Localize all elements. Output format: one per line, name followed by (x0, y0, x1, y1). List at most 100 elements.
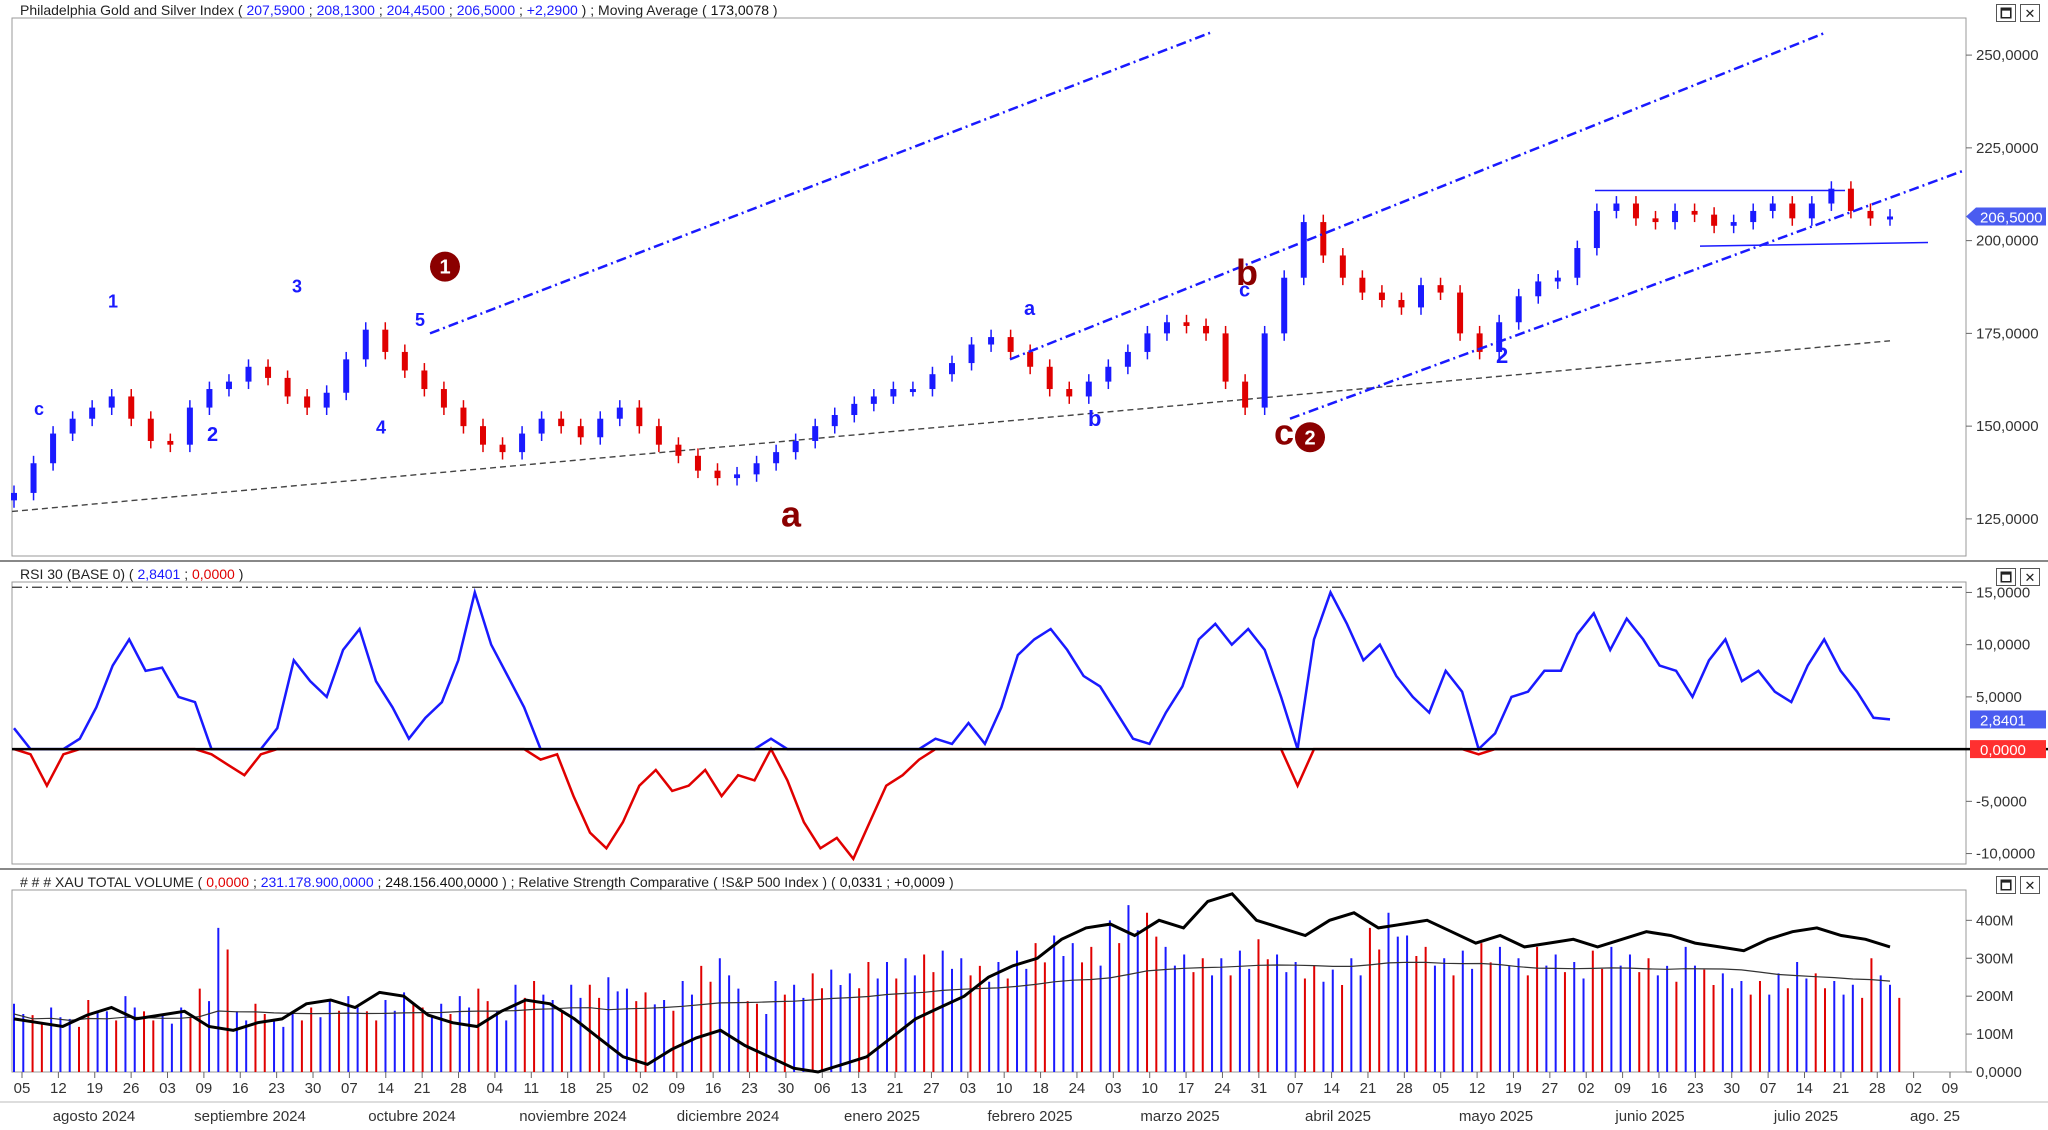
candle-body (1359, 277, 1366, 293)
volume-chart[interactable]: 400M 300M 200M 100M 0,0000 05 12 19 26 03 09 16 23 30… (0, 872, 2048, 1130)
candle-body (1378, 292, 1385, 300)
wave-label-blue: 2 (207, 424, 218, 446)
candle-body (1828, 188, 1835, 204)
x-tick-label: 30 (305, 1080, 322, 1097)
wave-circle-label: 1 (439, 257, 450, 279)
candle-body (480, 426, 486, 445)
rsi-base-value: 0,0000 (192, 566, 235, 582)
x-tick-label: 07 (1760, 1080, 1777, 1097)
x-tick-label: 27 (1542, 1080, 1559, 1097)
x-tick-label: 09 (196, 1080, 213, 1097)
candle-body (988, 337, 995, 345)
candle-body (812, 426, 819, 441)
x-tick-label: 11 (523, 1080, 539, 1097)
x-tick-label: 28 (450, 1080, 467, 1097)
rsi-value-tag (1970, 710, 2046, 729)
x-tick-label: 04 (487, 1080, 504, 1097)
candle-body (147, 418, 154, 441)
x-tick-label: 16 (705, 1080, 722, 1097)
month-label: junio 2025 (1614, 1108, 1684, 1125)
candle-body (1105, 366, 1112, 382)
candle-body (265, 366, 272, 378)
month-label: ago. 25 (1910, 1108, 1960, 1125)
candle-body (1183, 322, 1190, 326)
candle-body (167, 440, 174, 445)
candle-body (851, 403, 858, 416)
y-tick-label: 400M (1976, 912, 2014, 929)
candle-body (655, 426, 662, 445)
price-panel-header: Philadelphia Gold and Silver Index ( 207… (20, 2, 778, 18)
low-value: 204,4500 (386, 2, 446, 18)
y-tick-label: 0,0000 (1976, 1064, 2022, 1081)
candle-body (1476, 333, 1483, 352)
x-tick-label: 12 (1469, 1080, 1486, 1097)
x-tick-label: 03 (959, 1080, 976, 1097)
candle-body (1847, 188, 1854, 211)
month-label: febrero 2025 (987, 1108, 1072, 1125)
candle-body (108, 396, 115, 408)
candle-body (675, 444, 682, 456)
candle-body (1769, 203, 1776, 211)
x-tick-label: 10 (1141, 1080, 1158, 1097)
candle-body (1691, 210, 1698, 215)
index-title: Philadelphia Gold and Silver Index (20, 2, 235, 18)
x-tick-label: 10 (996, 1080, 1013, 1097)
month-label: noviembre 2024 (519, 1108, 627, 1125)
wave-label-blue: 3 (292, 277, 302, 297)
month-label: marzo 2025 (1140, 1108, 1219, 1125)
wave-label-blue: 2 (1496, 343, 1508, 368)
range-bottom-line (1699, 241, 1929, 247)
candle-body (909, 389, 916, 393)
wave-label-blue: c (34, 399, 44, 419)
volume-v2: 231.178.900,0000 (260, 874, 374, 890)
change-value: +2,2900 (526, 2, 578, 18)
maximize-button[interactable]: 🗖 (1996, 568, 2016, 586)
candle-body (1437, 285, 1444, 293)
maximize-button[interactable]: 🗖 (1996, 876, 2016, 894)
candle-body (694, 455, 701, 471)
maximize-button[interactable]: 🗖 (1996, 4, 2016, 22)
close-button[interactable]: ✕ (2020, 4, 2040, 22)
rsi-panel: RSI 30 (BASE 0) ( 2,8401 ; 0,0000 ) 🗖 ✕ … (0, 564, 2048, 870)
wave-circle (430, 251, 460, 282)
candle-body (1046, 366, 1053, 390)
candle-body (30, 463, 37, 493)
month-label: octubre 2024 (368, 1108, 456, 1125)
volume-v1: 0,0000 (206, 874, 250, 890)
close-button[interactable]: ✕ (2020, 876, 2040, 894)
price-chart[interactable]: 250,0000 225,0000 200,0000 175,0000 150,0000… (0, 0, 2048, 562)
rsi-base-tag-label: 0,0000 (1980, 742, 2026, 759)
x-tick-label: 19 (1505, 1080, 1522, 1097)
x-tick-label: 18 (1032, 1080, 1049, 1097)
candle-body (1300, 222, 1307, 278)
x-tick-label: 05 (1432, 1080, 1449, 1097)
month-label: abril 2025 (1305, 1108, 1371, 1125)
x-tick-label: 14 (377, 1080, 394, 1097)
candle-body (69, 418, 76, 434)
candle-body (577, 426, 584, 438)
candle-body (1711, 214, 1718, 226)
candle-body (343, 359, 350, 393)
close-button[interactable]: ✕ (2020, 568, 2040, 586)
ma-value: 173,0078 (710, 2, 770, 18)
x-tick-label: 27 (923, 1080, 940, 1097)
x-tick-label: 30 (778, 1080, 795, 1097)
volume-title: # # # XAU TOTAL VOLUME (20, 874, 194, 890)
volume-panel-header: # # # XAU TOTAL VOLUME ( 0,0000 ; 231.17… (20, 874, 954, 890)
high-value: 208,1300 (316, 2, 375, 18)
month-label: septiembre 2024 (194, 1108, 306, 1125)
candle-body (792, 440, 799, 453)
close-value: 206,5000 (456, 2, 516, 18)
candle-body (206, 389, 213, 408)
candle-body (1398, 299, 1405, 308)
x-tick-label: 23 (268, 1080, 285, 1097)
wave-label-blue: 5 (415, 310, 425, 330)
y-tick-label: 100M (1976, 1026, 2014, 1043)
wave-circle (1295, 422, 1325, 453)
candle-body (1789, 203, 1796, 219)
rsi-chart[interactable]: 15,0000 10,0000 5,0000 0,0000 -5,0000 -10,000… (0, 564, 2048, 870)
candle-body (597, 418, 604, 438)
price-panel: Philadelphia Gold and Silver Index ( 207… (0, 0, 2048, 562)
candle-body (1066, 389, 1073, 397)
plot-frame (11, 581, 1967, 865)
